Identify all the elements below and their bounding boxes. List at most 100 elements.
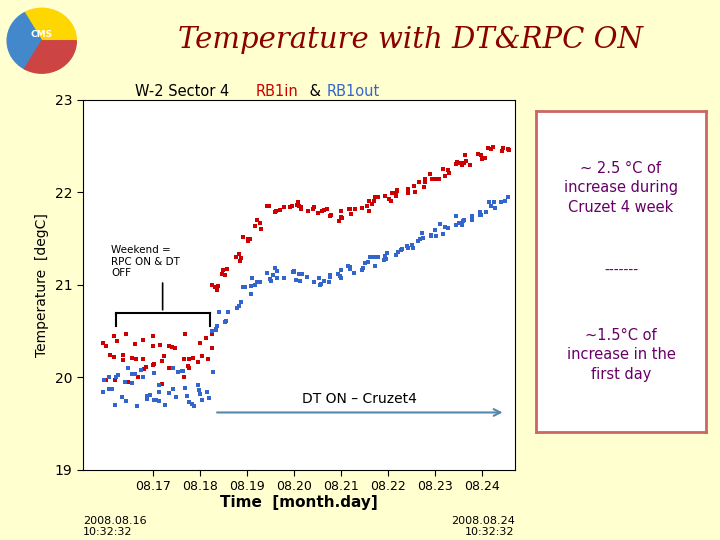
Point [206, 330, 217, 339]
Point [200, 333, 212, 342]
Point [220, 316, 232, 325]
Text: -------: ------- [604, 265, 638, 278]
Point [502, 192, 513, 201]
Point [335, 206, 346, 215]
Point [497, 144, 508, 152]
Point [485, 145, 497, 154]
Point [496, 147, 508, 156]
Point [379, 252, 391, 261]
Point [194, 389, 206, 398]
Point [219, 318, 230, 326]
Point [179, 329, 191, 338]
Point [451, 212, 462, 220]
Point [194, 339, 206, 347]
Point [245, 281, 256, 290]
Point [131, 401, 143, 410]
Point [108, 353, 120, 362]
Point [443, 224, 454, 233]
Point [270, 207, 282, 215]
Point [363, 197, 374, 205]
Point [269, 264, 281, 273]
Point [459, 158, 470, 167]
Point [294, 201, 305, 210]
Point [292, 201, 303, 210]
Point [120, 377, 131, 386]
Text: DT ON – Cruzet4: DT ON – Cruzet4 [302, 392, 418, 406]
Point [220, 271, 231, 279]
Point [323, 278, 335, 286]
Point [231, 303, 243, 312]
Point [207, 368, 218, 377]
Text: ~ 2.5 °C of
increase during
Cruzet 4 week: ~ 2.5 °C of increase during Cruzet 4 wee… [564, 160, 678, 215]
Point [250, 222, 261, 231]
Point [261, 268, 273, 277]
Text: CMS: CMS [31, 30, 53, 38]
Point [482, 144, 494, 153]
Point [245, 290, 256, 299]
Point [476, 154, 487, 163]
Point [429, 174, 441, 183]
Point [97, 339, 109, 347]
Wedge shape [7, 13, 42, 69]
Point [184, 397, 195, 406]
Point [343, 262, 354, 271]
Point [147, 361, 158, 369]
Point [202, 354, 214, 363]
Point [168, 385, 179, 394]
Point [489, 204, 500, 213]
Point [98, 375, 109, 384]
Point [211, 322, 222, 330]
Point [207, 327, 218, 335]
Point [197, 352, 208, 361]
Point [184, 363, 195, 372]
Point [357, 264, 369, 272]
Text: RB1out: RB1out [327, 84, 380, 99]
Point [104, 351, 116, 360]
Point [206, 281, 217, 290]
Y-axis label: Temperature  [degC]: Temperature [degC] [35, 213, 49, 357]
Point [434, 220, 446, 228]
Point [380, 254, 392, 263]
Point [176, 367, 188, 376]
Point [387, 189, 398, 198]
Point [138, 373, 149, 381]
Point [392, 248, 403, 256]
Point [126, 370, 138, 379]
Point [316, 207, 328, 215]
Circle shape [7, 8, 76, 73]
Point [194, 339, 206, 347]
Point [474, 208, 485, 217]
Point [402, 242, 413, 251]
Text: Weekend =
RPC ON & DT
OFF: Weekend = RPC ON & DT OFF [111, 245, 180, 279]
Point [482, 143, 494, 152]
Point [379, 192, 391, 201]
Point [141, 394, 153, 403]
Point [289, 267, 300, 275]
Point [409, 187, 420, 196]
Point [356, 204, 368, 212]
Point [109, 376, 120, 384]
Text: 2008.08.16
10:32:32: 2008.08.16 10:32:32 [83, 516, 146, 537]
Point [120, 329, 132, 338]
Point [368, 197, 379, 205]
Point [261, 201, 273, 210]
Point [238, 233, 249, 241]
Point [271, 273, 282, 282]
Point [192, 357, 204, 366]
Point [287, 202, 298, 211]
Point [122, 378, 134, 387]
Point [235, 253, 247, 262]
Point [402, 244, 413, 252]
Point [390, 188, 402, 197]
Point [178, 367, 189, 375]
Point [426, 231, 437, 240]
Wedge shape [24, 40, 76, 73]
Point [503, 146, 514, 154]
Point [343, 204, 355, 213]
Point [139, 365, 150, 374]
Point [184, 355, 195, 364]
Point [364, 253, 375, 261]
Point [251, 216, 263, 225]
Point [147, 342, 158, 350]
Point [314, 281, 325, 290]
